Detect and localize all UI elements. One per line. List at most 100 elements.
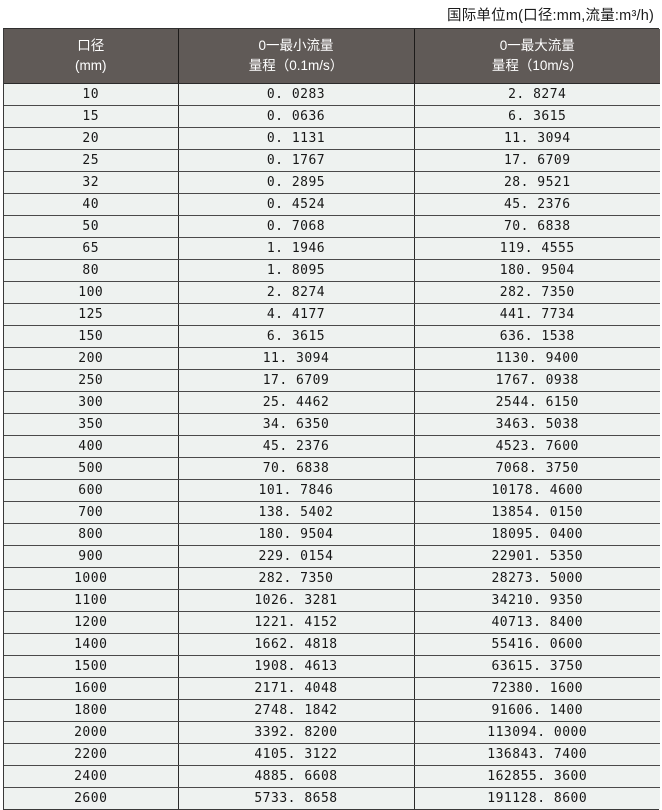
cell-max-flow: 4523. 7600 xyxy=(414,435,660,459)
cell-diameter: 700 xyxy=(4,501,179,525)
table-row: 1500 1908. 4613 63615. 3750 xyxy=(4,655,660,679)
table-row: 2600 5733. 8658 191128. 8600 xyxy=(4,787,660,810)
cell-max-flow: 2. 8274 xyxy=(414,83,660,107)
table-row: 1000 282. 7350 28273. 5000 xyxy=(4,567,660,591)
cell-diameter: 800 xyxy=(4,523,179,547)
cell-max-flow: 441. 7734 xyxy=(414,303,660,327)
cell-diameter: 300 xyxy=(4,391,179,415)
cell-max-flow: 91606. 1400 xyxy=(414,699,660,723)
cell-diameter: 1400 xyxy=(4,633,179,657)
cell-min-flow: 1221. 4152 xyxy=(178,611,415,635)
cell-max-flow: 70. 6838 xyxy=(414,215,660,239)
cell-min-flow: 34. 6350 xyxy=(178,413,415,437)
cell-min-flow: 101. 7846 xyxy=(178,479,415,503)
cell-max-flow: 191128. 8600 xyxy=(414,787,660,810)
cell-max-flow: 55416. 0600 xyxy=(414,633,660,657)
cell-diameter: 32 xyxy=(4,171,179,195)
cell-min-flow: 0. 1767 xyxy=(178,149,415,173)
table-row: 400 45. 2376 4523. 7600 xyxy=(4,435,660,459)
cell-max-flow: 13854. 0150 xyxy=(414,501,660,525)
table-row: 1400 1662. 4818 55416. 0600 xyxy=(4,633,660,657)
table-row: 500 70. 6838 7068. 3750 xyxy=(4,457,660,481)
cell-min-flow: 11. 3094 xyxy=(178,347,415,371)
table-row: 2400 4885. 6608 162855. 3600 xyxy=(4,765,660,789)
cell-min-flow: 1662. 4818 xyxy=(178,633,415,657)
cell-min-flow: 138. 5402 xyxy=(178,501,415,525)
column-header-max-flow: 0一最大流量 量程（10m/s） xyxy=(414,29,660,85)
caption-row: 国际单位m(口径:mm,流量:m³/h) xyxy=(0,0,662,28)
column-header-max-flow-line2: 量程（10m/s） xyxy=(491,57,583,73)
cell-max-flow: 282. 7350 xyxy=(414,281,660,305)
cell-min-flow: 2. 8274 xyxy=(178,281,415,305)
cell-max-flow: 3463. 5038 xyxy=(414,413,660,437)
cell-diameter: 10 xyxy=(4,83,179,107)
cell-max-flow: 63615. 3750 xyxy=(414,655,660,679)
cell-diameter: 65 xyxy=(4,237,179,261)
table-row: 50 0. 7068 70. 6838 xyxy=(4,215,660,239)
column-header-diameter: 口径 (mm) xyxy=(4,29,179,85)
cell-diameter: 2600 xyxy=(4,787,179,810)
cell-diameter: 400 xyxy=(4,435,179,459)
table-row: 1600 2171. 4048 72380. 1600 xyxy=(4,677,660,701)
cell-min-flow: 0. 2895 xyxy=(178,171,415,195)
cell-diameter: 40 xyxy=(4,193,179,217)
cell-min-flow: 5733. 8658 xyxy=(178,787,415,810)
column-header-diameter-line1: 口径 xyxy=(77,38,105,53)
cell-min-flow: 0. 0636 xyxy=(178,105,415,129)
flow-range-table: 口径 (mm) 0一最小流量 量程（0.1m/s） 0一最大流量 量程（10m/… xyxy=(4,29,660,810)
table-row: 15 0. 0636 6. 3615 xyxy=(4,105,660,129)
column-header-min-flow-line1: 0一最小流量 xyxy=(258,38,334,53)
cell-min-flow: 1. 8095 xyxy=(178,259,415,283)
table-row: 80 1. 8095 180. 9504 xyxy=(4,259,660,283)
cell-min-flow: 0. 7068 xyxy=(178,215,415,239)
cell-max-flow: 17. 6709 xyxy=(414,149,660,173)
cell-diameter: 2000 xyxy=(4,721,179,745)
table-row: 600 101. 7846 10178. 4600 xyxy=(4,479,660,503)
cell-max-flow: 18095. 0400 xyxy=(414,523,660,547)
table-row: 2200 4105. 3122 136843. 7400 xyxy=(4,743,660,767)
cell-min-flow: 2748. 1842 xyxy=(178,699,415,723)
table-row: 250 17. 6709 1767. 0938 xyxy=(4,369,660,393)
cell-diameter: 2400 xyxy=(4,765,179,789)
cell-min-flow: 282. 7350 xyxy=(178,567,415,591)
cell-max-flow: 28. 9521 xyxy=(414,171,660,195)
table-row: 125 4. 4177 441. 7734 xyxy=(4,303,660,327)
column-header-diameter-line2: (mm) xyxy=(75,57,107,73)
column-header-min-flow-line2: 量程（0.1m/s） xyxy=(248,57,344,73)
cell-diameter: 25 xyxy=(4,149,179,173)
cell-min-flow: 1908. 4613 xyxy=(178,655,415,679)
cell-max-flow: 136843. 7400 xyxy=(414,743,660,767)
cell-max-flow: 636. 1538 xyxy=(414,325,660,349)
cell-diameter: 80 xyxy=(4,259,179,283)
table-row: 40 0. 4524 45. 2376 xyxy=(4,193,660,217)
cell-min-flow: 180. 9504 xyxy=(178,523,415,547)
cell-min-flow: 4. 4177 xyxy=(178,303,415,327)
cell-max-flow: 2544. 6150 xyxy=(414,391,660,415)
table-row: 350 34. 6350 3463. 5038 xyxy=(4,413,660,437)
cell-max-flow: 10178. 4600 xyxy=(414,479,660,503)
cell-max-flow: 22901. 5350 xyxy=(414,545,660,569)
cell-max-flow: 119. 4555 xyxy=(414,237,660,261)
cell-diameter: 1200 xyxy=(4,611,179,635)
cell-diameter: 15 xyxy=(4,105,179,129)
cell-min-flow: 6. 3615 xyxy=(178,325,415,349)
cell-diameter: 350 xyxy=(4,413,179,437)
column-header-max-flow-line1: 0一最大流量 xyxy=(499,38,575,53)
cell-min-flow: 3392. 8200 xyxy=(178,721,415,745)
column-header-min-flow: 0一最小流量 量程（0.1m/s） xyxy=(178,29,415,85)
cell-max-flow: 11. 3094 xyxy=(414,127,660,151)
cell-min-flow: 25. 4462 xyxy=(178,391,415,415)
cell-diameter: 500 xyxy=(4,457,179,481)
cell-diameter: 600 xyxy=(4,479,179,503)
cell-min-flow: 229. 0154 xyxy=(178,545,415,569)
table-row: 800 180. 9504 18095. 0400 xyxy=(4,523,660,547)
flow-range-table-container: 口径 (mm) 0一最小流量 量程（0.1m/s） 0一最大流量 量程（10m/… xyxy=(3,28,660,810)
cell-max-flow: 7068. 3750 xyxy=(414,457,660,481)
cell-min-flow: 17. 6709 xyxy=(178,369,415,393)
cell-max-flow: 1767. 0938 xyxy=(414,369,660,393)
cell-min-flow: 1026. 3281 xyxy=(178,589,415,613)
cell-min-flow: 70. 6838 xyxy=(178,457,415,481)
cell-diameter: 1800 xyxy=(4,699,179,723)
table-row: 32 0. 2895 28. 9521 xyxy=(4,171,660,195)
